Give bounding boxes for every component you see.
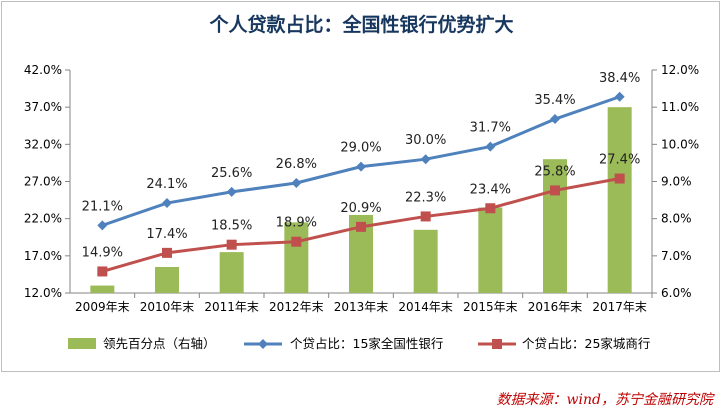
right-tick-label: 9.0% — [661, 175, 692, 189]
bar-lead-points — [413, 229, 438, 293]
diamond-point — [226, 186, 237, 197]
left-tick-label: 42.0% — [24, 63, 62, 77]
left-tick-label: 17.0% — [24, 249, 62, 263]
x-tick-label: 2015年末 — [463, 300, 518, 314]
data-label: 21.1% — [82, 199, 123, 214]
legend-city-marker — [492, 339, 502, 349]
data-label: 35.4% — [534, 93, 575, 108]
left-tick-label: 37.0% — [24, 100, 62, 114]
data-label: 22.3% — [405, 190, 446, 205]
legend-bar-swatch — [68, 338, 96, 349]
data-label: 14.9% — [82, 245, 123, 260]
square-point — [226, 239, 237, 250]
diamond-point — [162, 198, 172, 209]
bar-lead-points — [607, 107, 632, 294]
right-tick-label: 10.0% — [661, 137, 699, 151]
x-tick-label: 2009年末 — [75, 300, 130, 314]
chart-frame — [1, 1, 720, 372]
left-tick-label: 12.0% — [24, 286, 62, 300]
data-label: 20.9% — [340, 201, 381, 216]
left-tick-label: 22.0% — [24, 212, 62, 226]
data-label: 17.4% — [146, 227, 187, 242]
right-tick-label: 12.0% — [661, 63, 699, 77]
data-label: 18.9% — [276, 216, 317, 231]
x-tick-label: 2014年末 — [398, 300, 453, 314]
x-tick-label: 2010年末 — [140, 300, 195, 314]
data-label: 18.5% — [211, 219, 252, 234]
data-label: 38.4% — [599, 71, 640, 86]
left-tick-label: 27.0% — [24, 175, 62, 189]
square-point — [485, 203, 496, 214]
right-tick-label: 11.0% — [661, 100, 699, 114]
diamond-point — [550, 114, 560, 125]
bar-lead-points — [543, 159, 567, 293]
right-tick-label: 7.0% — [661, 249, 692, 263]
data-label: 27.4% — [599, 153, 640, 168]
bar-lead-points — [219, 252, 244, 293]
data-label: 29.0% — [340, 141, 381, 156]
bar-lead-points — [478, 207, 503, 293]
x-tick-label: 2011年末 — [204, 300, 259, 314]
right-tick-label: 8.0% — [661, 212, 692, 226]
data-label: 26.8% — [276, 157, 317, 172]
x-tick-label: 2013年末 — [334, 300, 389, 314]
bar-lead-points — [155, 266, 179, 293]
right-tick-label: 6.0% — [661, 286, 692, 300]
diamond-point — [97, 220, 108, 231]
data-label: 31.7% — [470, 121, 511, 136]
data-label: 25.8% — [534, 164, 575, 179]
bar-lead-points — [284, 222, 309, 293]
x-tick-label: 2017年末 — [592, 300, 647, 314]
square-point — [420, 211, 431, 222]
left-tick-label: 32.0% — [24, 137, 62, 151]
data-label: 30.0% — [405, 133, 446, 148]
source-note: 数据来源：wind，苏宁金融研究院 — [496, 392, 713, 408]
diamond-point — [420, 154, 431, 165]
chart-title: 个人贷款占比：全国性银行优势扩大 — [209, 14, 514, 36]
diamond-point — [356, 161, 366, 172]
square-point — [162, 247, 172, 258]
legend-national-marker — [258, 339, 268, 349]
x-tick-label: 2012年末 — [269, 300, 324, 314]
square-point — [291, 236, 302, 247]
square-point — [97, 266, 108, 277]
legend-bar-label: 领先百分点（右轴） — [103, 336, 216, 351]
square-point — [614, 173, 625, 184]
square-point — [550, 185, 560, 196]
legend-city-label: 个贷占比：25家城商行 — [522, 336, 650, 351]
square-point — [356, 221, 366, 232]
data-label: 23.4% — [470, 182, 511, 197]
data-label: 24.1% — [146, 177, 187, 192]
bar-lead-points — [90, 285, 115, 293]
x-tick-label: 2016年末 — [528, 300, 583, 314]
legend-national-label: 个贷占比：15家全国性银行 — [290, 336, 443, 351]
diamond-point — [485, 141, 496, 152]
data-label: 25.6% — [211, 166, 252, 181]
diamond-point — [614, 91, 625, 102]
diamond-point — [291, 177, 302, 188]
